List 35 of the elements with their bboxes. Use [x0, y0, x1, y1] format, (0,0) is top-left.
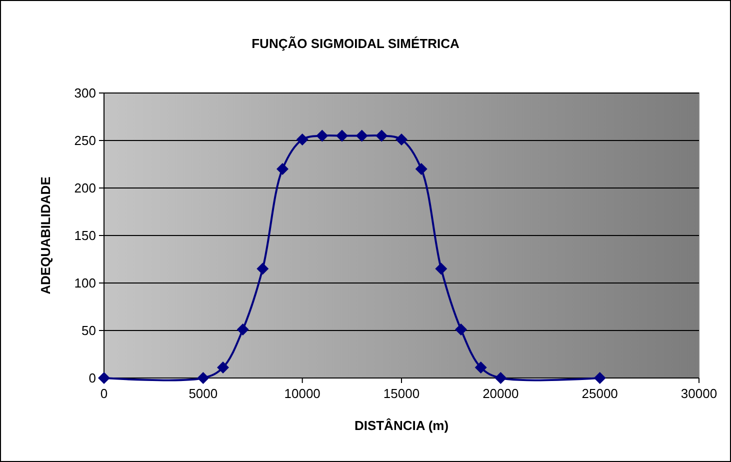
y-tick-label: 50: [82, 323, 96, 338]
y-axis-title: ADEQUABILIDADE: [38, 176, 53, 294]
point: [197, 372, 210, 384]
point: [494, 372, 507, 384]
point: [455, 324, 467, 336]
point: [98, 372, 110, 384]
x-tick-label: 20000: [482, 386, 519, 401]
x-tick-label: 0: [100, 386, 108, 401]
y-tick-label: 150: [74, 228, 96, 243]
y-tick-label: 250: [74, 133, 96, 148]
point: [415, 163, 428, 175]
x-tick-label: 15000: [383, 386, 420, 401]
x-tick-label: 25000: [582, 386, 618, 401]
point: [336, 130, 348, 142]
y-tick-label: 300: [74, 86, 96, 100]
point: [217, 362, 229, 374]
point: [376, 130, 388, 142]
point: [594, 372, 606, 384]
point: [296, 134, 308, 146]
y-tick-label: 0: [88, 370, 96, 386]
chart-title: FUNÇÃO SIGMOIDAL SIMÉTRICA: [252, 36, 460, 51]
point: [316, 130, 328, 142]
point: [356, 130, 368, 142]
point: [474, 362, 487, 374]
point: [435, 262, 448, 275]
point: [256, 262, 269, 275]
x-tick-label: 10000: [284, 386, 320, 401]
point: [236, 324, 249, 336]
x-tick-label: 30000: [680, 386, 718, 401]
x-axis-title: DISTÂNCIA (m): [354, 418, 449, 433]
y-tick-label: 200: [74, 180, 96, 196]
y-tick-label: 100: [74, 276, 96, 290]
x-tick-label: 5000: [188, 386, 218, 401]
point: [396, 134, 408, 146]
point: [276, 163, 288, 175]
